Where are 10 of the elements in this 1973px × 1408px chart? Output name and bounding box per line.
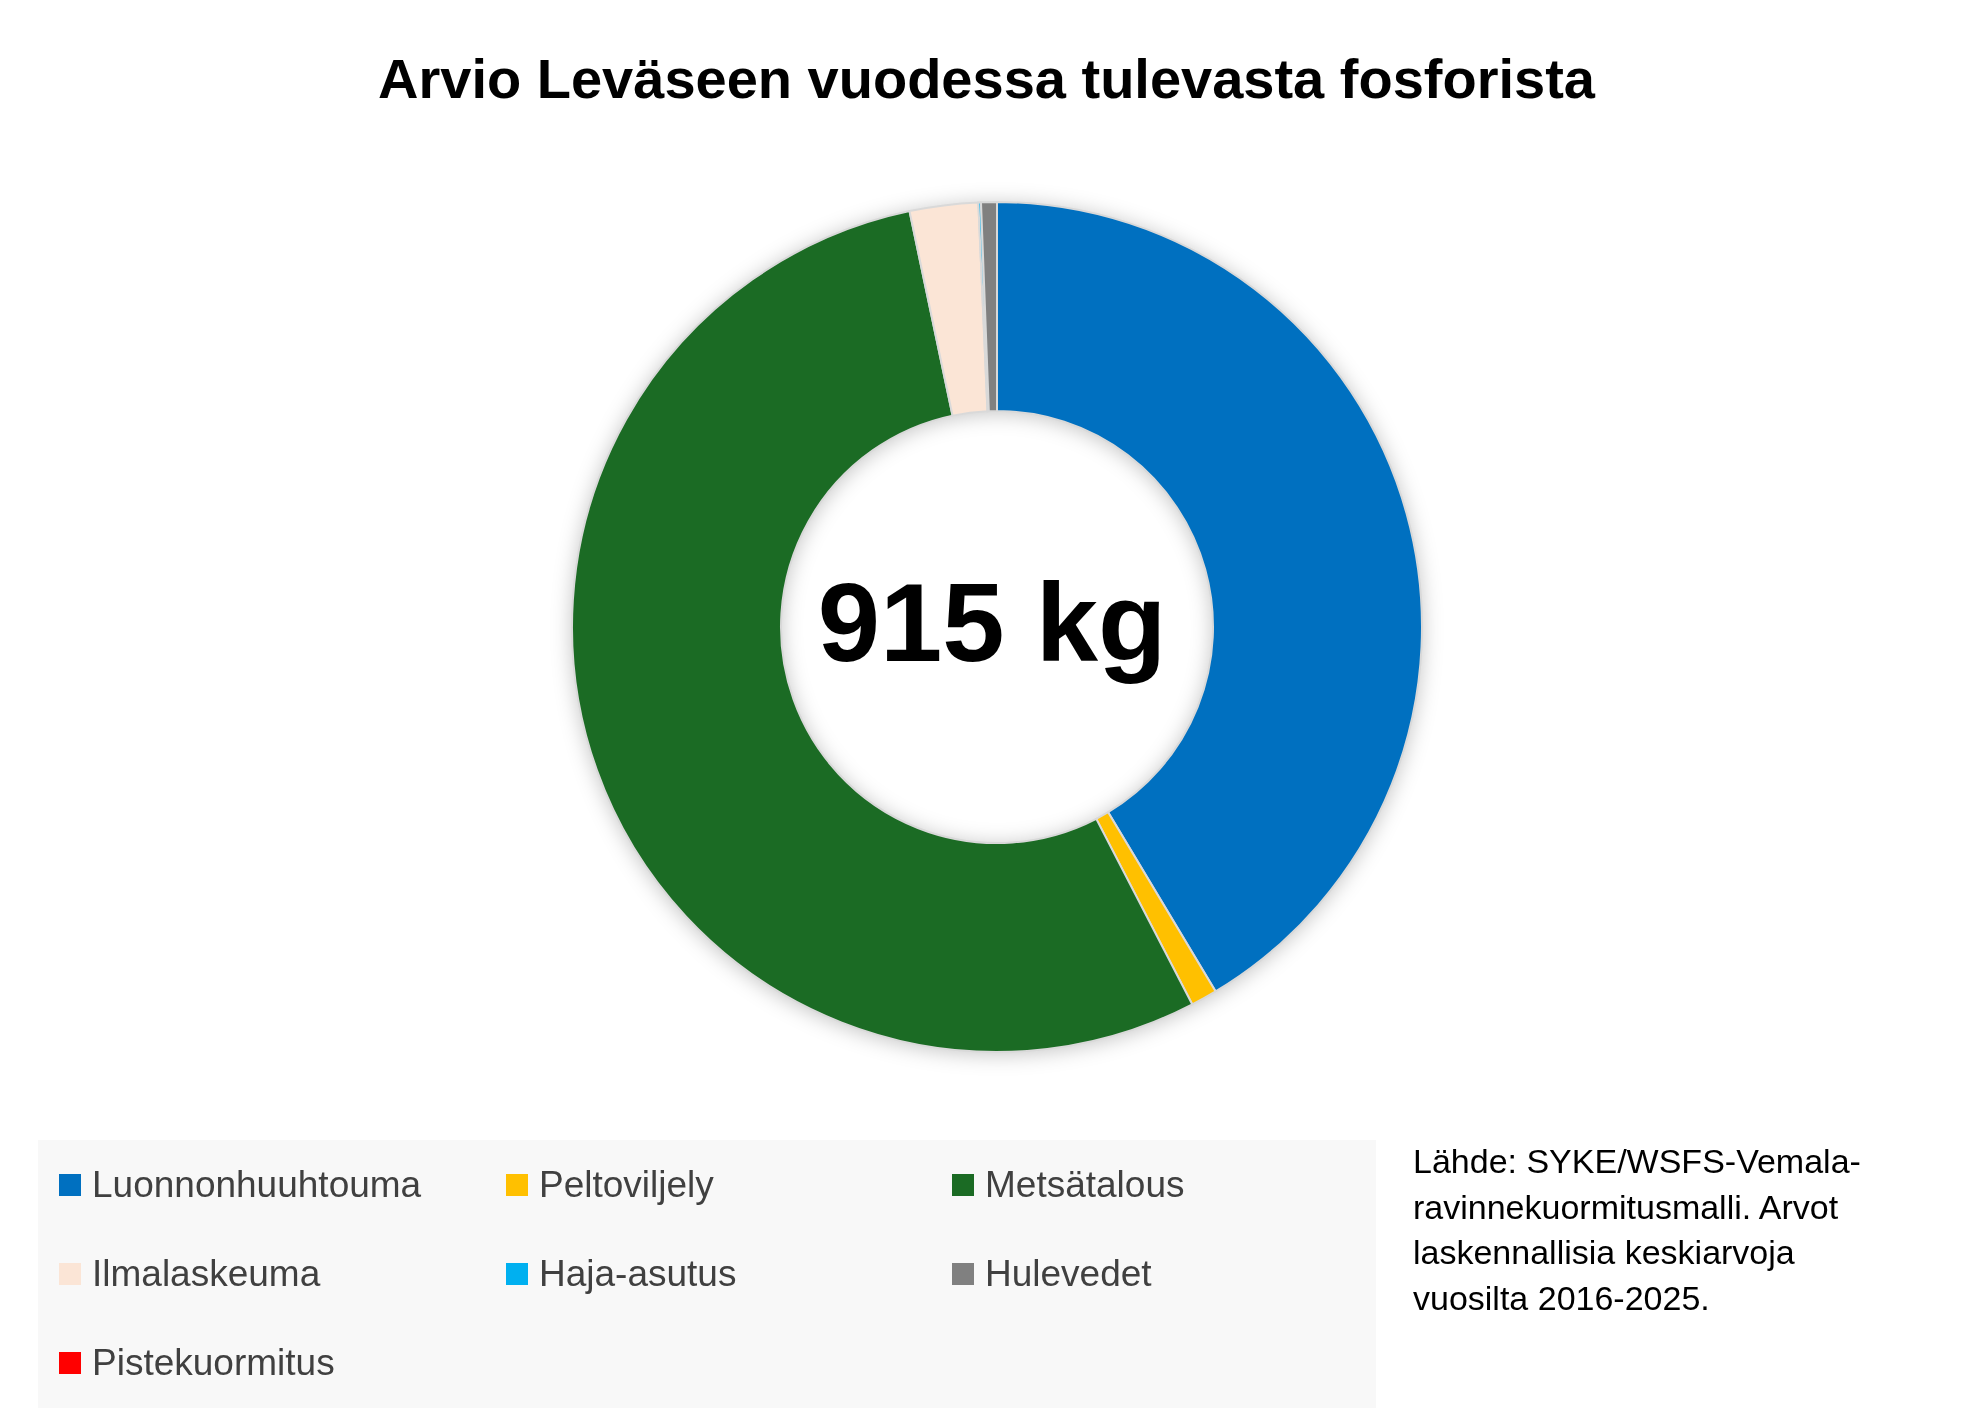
- legend-label: Hulevedet: [985, 1252, 1152, 1295]
- legend-label: Pistekuormitus: [92, 1341, 335, 1384]
- legend-label: Luonnonhuuhtouma: [92, 1163, 422, 1206]
- legend-label: Peltoviljely: [539, 1163, 714, 1206]
- text: 915 kg: [816, 558, 1168, 687]
- chart-title: Arvio Leväseen vuodessa tulevasta fosforista: [377, 46, 1597, 112]
- legend-label: Haja-asutus: [539, 1252, 737, 1295]
- legend-label: Metsätalous: [985, 1163, 1185, 1206]
- text: Lähde: SYKE/WSFS-Vemala-ravinnekuormitusmalli. Arvot laskennallisia keskiarvoja vuosilta 2016-2025.: [1413, 1141, 1862, 1319]
- legend-label: Ilmalaskeuma: [92, 1252, 321, 1295]
